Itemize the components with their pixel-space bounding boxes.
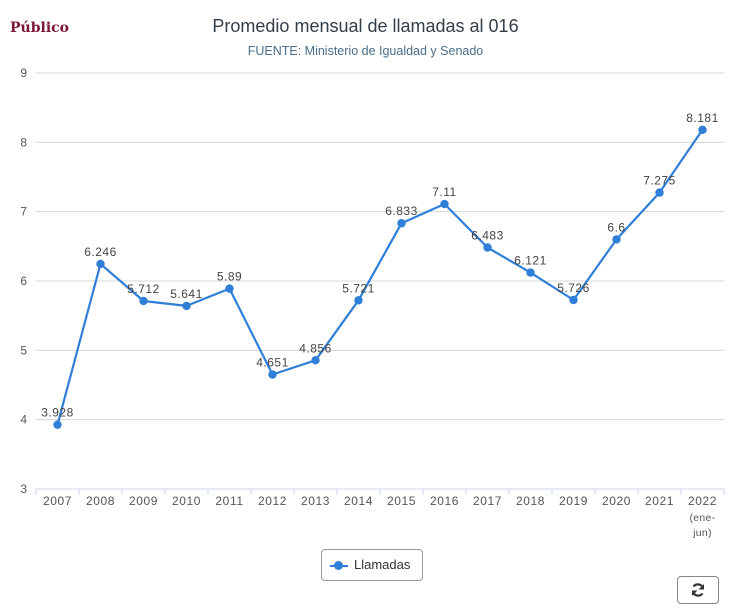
data-point xyxy=(268,370,277,379)
data-label: 3.928 xyxy=(41,406,74,420)
x-tick-label: 2017 xyxy=(473,494,502,508)
data-label: 7.275 xyxy=(643,174,676,188)
x-tick-label: 2015 xyxy=(387,494,416,508)
y-tick-label: 6 xyxy=(20,274,27,288)
line-chart: 3 4 5 6 7 8 9 2007 2008 2009 2010 2011 2012 2013 2014 2… xyxy=(20,66,725,539)
legend-dot-marker xyxy=(334,561,343,570)
data-point xyxy=(612,235,621,244)
x-tick-label: 2007 xyxy=(43,494,72,508)
x-tick-label: 2008 xyxy=(86,494,115,508)
x-tick-label: 2010 xyxy=(172,494,201,508)
data-label: 5.721 xyxy=(342,281,375,295)
data-label: 6.246 xyxy=(84,245,117,259)
x-tick-label: (ene- xyxy=(689,512,715,524)
data-point xyxy=(354,296,363,305)
x-tick-label: 2016 xyxy=(430,494,459,508)
y-tick-label: 7 xyxy=(20,205,27,219)
y-tick-label: 5 xyxy=(20,343,27,357)
legend-item-llamadas[interactable]: Llamadas xyxy=(321,549,423,581)
x-tick-label: 2009 xyxy=(129,494,158,508)
x-tick-label: 2021 xyxy=(645,494,674,508)
x-tick-label: 2020 xyxy=(602,494,631,508)
chart-title: Promedio mensual de llamadas al 016 xyxy=(212,16,519,36)
y-tick-label: 8 xyxy=(20,135,27,149)
data-point xyxy=(698,125,707,134)
x-tick-label: 2011 xyxy=(215,494,243,508)
refresh-icon xyxy=(691,583,705,597)
data-label: 5.712 xyxy=(127,282,160,296)
x-tick-label: 2014 xyxy=(344,494,373,508)
data-point xyxy=(440,199,449,209)
data-point xyxy=(225,284,234,293)
x-tick-label: 2019 xyxy=(559,494,588,508)
data-label: 7.11 xyxy=(432,185,456,199)
data-point xyxy=(311,356,320,365)
legend-label: Llamadas xyxy=(354,557,411,572)
chart-subtitle: FUENTE: Ministerio de Igualdad y Senado xyxy=(247,44,484,58)
data-label: 8.181 xyxy=(686,111,719,125)
data-label: 6.833 xyxy=(385,204,418,218)
data-point xyxy=(483,243,492,252)
data-label: 4.856 xyxy=(299,341,332,355)
data-label: 6.121 xyxy=(514,254,547,268)
x-tick-label: 2012 xyxy=(258,494,287,508)
y-tick-label: 3 xyxy=(20,482,27,496)
refresh-button[interactable] xyxy=(677,576,719,604)
publico-logo: Público xyxy=(10,20,69,36)
data-point xyxy=(397,219,406,228)
x-tick-label: jun) xyxy=(692,527,712,539)
data-point xyxy=(526,268,535,277)
data-label: 6.483 xyxy=(471,229,504,243)
data-point xyxy=(139,296,148,306)
data-label: 5.726 xyxy=(557,281,590,295)
data-label: 5.641 xyxy=(170,287,203,301)
data-point xyxy=(96,259,105,269)
data-point xyxy=(655,188,664,197)
x-tick-label: 2018 xyxy=(516,494,545,508)
data-label: 5.89 xyxy=(217,270,242,284)
data-label: 4.651 xyxy=(256,356,289,370)
y-tick-label: 9 xyxy=(20,66,27,80)
data-point xyxy=(53,420,62,429)
data-label: 6.6 xyxy=(607,220,625,234)
x-tick-label: 2022 xyxy=(688,494,717,508)
data-point xyxy=(182,301,191,311)
x-tick-label: 2013 xyxy=(301,494,330,508)
data-point xyxy=(569,295,578,305)
series-line-llamadas xyxy=(56,129,704,425)
y-tick-label: 4 xyxy=(20,413,27,427)
